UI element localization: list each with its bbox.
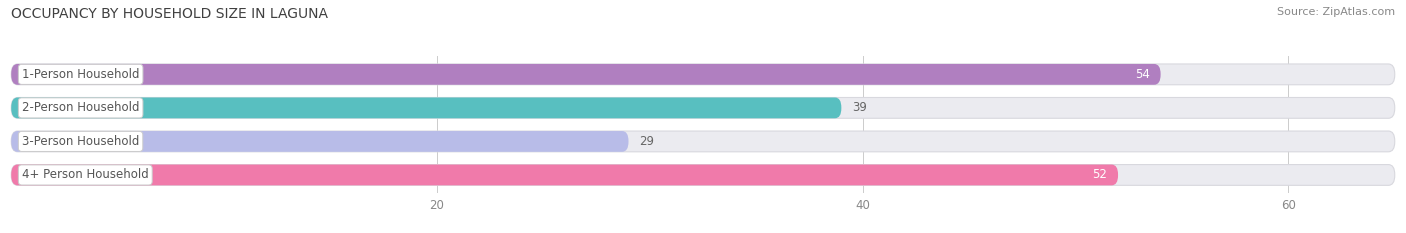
FancyBboxPatch shape [11, 131, 628, 152]
Text: 29: 29 [640, 135, 654, 148]
FancyBboxPatch shape [11, 164, 1118, 185]
FancyBboxPatch shape [11, 164, 1395, 185]
Text: 39: 39 [852, 101, 868, 114]
Text: OCCUPANCY BY HOUSEHOLD SIZE IN LAGUNA: OCCUPANCY BY HOUSEHOLD SIZE IN LAGUNA [11, 7, 328, 21]
Text: 2-Person Household: 2-Person Household [22, 101, 139, 114]
FancyBboxPatch shape [11, 97, 841, 118]
FancyBboxPatch shape [11, 97, 1395, 118]
Text: 52: 52 [1092, 168, 1108, 182]
FancyBboxPatch shape [11, 131, 1395, 152]
Text: 4+ Person Household: 4+ Person Household [22, 168, 149, 182]
Text: 3-Person Household: 3-Person Household [22, 135, 139, 148]
FancyBboxPatch shape [11, 64, 1395, 85]
Text: 1-Person Household: 1-Person Household [22, 68, 139, 81]
Text: 54: 54 [1135, 68, 1150, 81]
Text: Source: ZipAtlas.com: Source: ZipAtlas.com [1277, 7, 1395, 17]
FancyBboxPatch shape [11, 64, 1160, 85]
